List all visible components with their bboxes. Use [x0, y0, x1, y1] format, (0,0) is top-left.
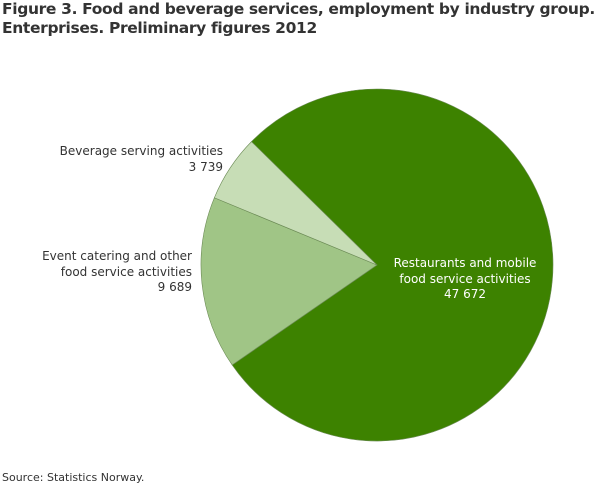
source-note: Source: Statistics Norway.	[2, 471, 145, 484]
label-restaurants-name-1: Restaurants and mobile	[393, 256, 537, 270]
chart-title-line-2: Enterprises. Preliminary figures 2012	[2, 19, 317, 37]
chart-title: Figure 3. Food and beverage services, em…	[2, 0, 595, 38]
label-beverage-name: Beverage serving activities	[59, 144, 223, 158]
label-beverage: Beverage serving activities 3 739	[60, 144, 223, 175]
label-event-catering: Event catering and other food service ac…	[42, 249, 192, 296]
slice-restaurants	[231, 88, 554, 442]
label-restaurants-value: 47 672	[444, 287, 486, 301]
slice-beverage	[213, 141, 378, 266]
label-beverage-value: 3 739	[188, 159, 223, 174]
chart-title-line-1: Figure 3. Food and beverage services, em…	[2, 0, 595, 18]
label-restaurants: Restaurants and mobile food service acti…	[390, 256, 540, 303]
label-event-value: 9 689	[157, 280, 192, 294]
label-event-name-2: food service activities	[60, 264, 192, 279]
label-event-name-1: Event catering and other	[42, 249, 192, 263]
slice-event-catering	[200, 197, 378, 366]
label-restaurants-name-2: food service activities	[399, 271, 531, 286]
